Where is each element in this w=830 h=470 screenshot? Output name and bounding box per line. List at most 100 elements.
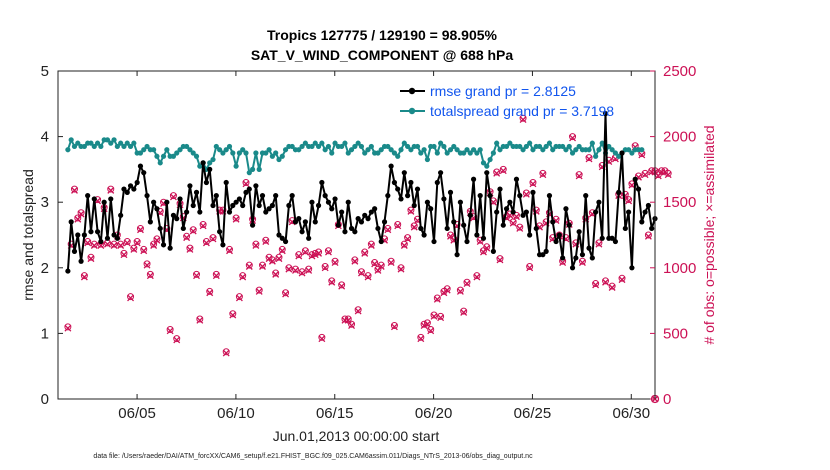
obs-possible-point	[427, 325, 435, 333]
obs-assimilated-point	[367, 242, 375, 249]
rmse-point	[395, 186, 401, 192]
totalspread-point	[490, 150, 496, 156]
totalspread-point	[626, 147, 632, 153]
totalspread-point	[263, 150, 269, 156]
totalspread-point	[593, 153, 599, 159]
obs-assimilated-cross-stroke	[338, 282, 346, 290]
obs-possible-point	[357, 268, 365, 276]
obs-possible-point	[140, 245, 148, 253]
totalspread-point	[408, 147, 414, 153]
obs-possible-point	[183, 232, 191, 240]
obs-assimilated-point	[437, 314, 445, 322]
obs-possible-point	[582, 214, 590, 222]
obs-assimilated-cross-stroke	[206, 289, 214, 297]
obs-assimilated-point	[338, 282, 346, 290]
obs-possible-point	[371, 259, 379, 267]
obs-assimilated-cross-stroke	[275, 255, 283, 263]
totalspread-point	[447, 147, 454, 153]
rmse-point	[332, 196, 338, 202]
rmse-point	[207, 166, 213, 172]
obs-possible-point	[585, 154, 593, 162]
obs-assimilated-point	[456, 287, 464, 295]
rmse-point	[454, 252, 460, 258]
rmse-point	[576, 229, 582, 235]
obs-assimilated-point	[146, 272, 154, 280]
obs-possible-point	[127, 293, 135, 301]
obs-possible-point	[443, 285, 451, 293]
obs-possible-point	[87, 253, 95, 261]
totalspread-point	[157, 160, 163, 166]
x-axis-label: Jun.01,2013 00:00:00 start	[273, 428, 440, 444]
obs-assimilated-point	[328, 278, 336, 286]
totalspread-point	[474, 150, 480, 156]
totalspread-point	[563, 147, 569, 153]
obs-possible-point	[74, 214, 82, 222]
totalspread-point	[329, 150, 335, 156]
totalspread-point	[497, 147, 503, 153]
totalspread-point	[319, 140, 325, 146]
obs-assimilated-cross-stroke	[285, 265, 293, 273]
totalspread-point	[111, 137, 117, 143]
totalspread-point	[566, 143, 572, 150]
obs-possible-point	[255, 286, 263, 294]
totalspread-point	[527, 140, 533, 146]
obs-possible-point	[242, 179, 250, 187]
obs-possible-point	[110, 240, 118, 248]
obs-assimilated-point	[285, 265, 293, 273]
rmse-point	[616, 189, 622, 195]
totalspread-point	[385, 143, 391, 150]
legend-totalspread-marker	[408, 107, 416, 115]
rmse-point	[78, 258, 84, 264]
obs-possible-point	[460, 307, 468, 315]
obs-assimilated-cross-stroke	[496, 256, 504, 264]
totalspread-point	[230, 150, 236, 156]
rmse-point	[520, 212, 526, 218]
totalspread-point	[569, 150, 576, 156]
obs-assimilated-point	[298, 269, 306, 277]
rmse-point	[513, 176, 520, 182]
obs-assimilated-cross-stroke	[104, 240, 111, 248]
obs-assimilated-cross-stroke	[493, 169, 501, 177]
obs-assimilated-cross-stroke	[394, 222, 402, 230]
totalspread-point	[325, 143, 332, 150]
totalspread-point	[114, 143, 120, 150]
rmse-point	[210, 202, 216, 209]
totalspread-point	[269, 153, 275, 159]
obs-assimilated-point	[559, 259, 567, 267]
rmse-point	[127, 183, 134, 189]
obs-assimilated-point	[186, 245, 194, 253]
obs-assimilated-cross-stroke	[321, 264, 329, 272]
rmse-point	[75, 232, 81, 238]
totalspread-point	[273, 150, 279, 156]
obs-assimilated-cross-stroke	[433, 295, 441, 303]
obs-assimilated-point	[84, 239, 92, 247]
obs-possible-point	[117, 240, 125, 248]
obs-assimilated-cross-stroke	[404, 235, 412, 243]
rmse-point	[108, 196, 114, 202]
obs-assimilated-cross-stroke	[522, 190, 530, 198]
obs-assimilated-cross-stroke	[130, 245, 138, 253]
rmse-point	[480, 235, 487, 241]
obs-assimilated-point	[140, 247, 148, 255]
totalspread-point	[81, 143, 87, 150]
obs-assimilated-point	[390, 323, 398, 331]
rmse-point	[309, 199, 315, 205]
rmse-point	[233, 199, 239, 205]
obs-assimilated-cross-stroke	[387, 259, 395, 267]
totalspread-point	[296, 147, 302, 153]
rmse-point	[223, 179, 229, 186]
obs-possible-point	[483, 243, 491, 251]
obs-possible-point	[338, 281, 346, 289]
obs-assimilated-cross-stroke	[97, 242, 105, 249]
rmse-point	[530, 189, 536, 195]
totalspread-point	[170, 153, 177, 159]
rmse-point	[236, 196, 243, 202]
obs-possible-point	[644, 231, 652, 239]
totalspread-point	[444, 150, 450, 156]
rmse-point	[540, 252, 546, 258]
totalspread-point	[279, 153, 285, 159]
rmse-point	[451, 219, 457, 225]
rmse-point	[645, 202, 652, 209]
totalspread-point	[606, 143, 612, 150]
obs-possible-point	[397, 264, 405, 272]
